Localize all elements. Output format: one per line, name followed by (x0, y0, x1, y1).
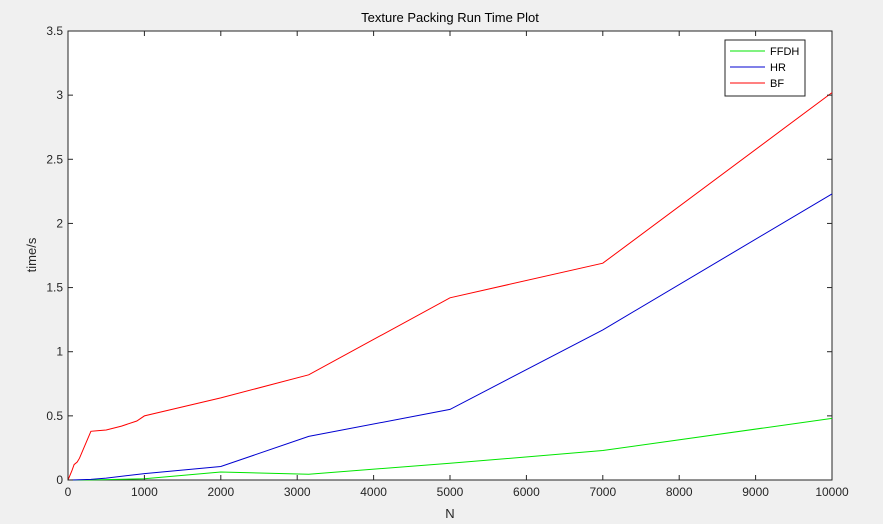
axes: 0 1000 2000 3000 4000 5000 6000 7000 8000 9000 100… (46, 24, 849, 499)
y-tick-label: 0 (56, 473, 63, 487)
series-lines (67, 92, 833, 481)
legend-box (724, 39, 806, 97)
legend-label-hr: HR (770, 62, 786, 74)
x-axis-label: N (445, 506, 454, 521)
plot-area (67, 30, 833, 481)
legend-label-bf: BF (770, 78, 784, 90)
y-tick-label: 1 (56, 345, 63, 359)
x-tick-label: 6000 (513, 485, 540, 499)
x-tick-label: 2000 (207, 485, 234, 499)
legend: FFDH HR BF (724, 39, 806, 97)
y-axis-label: time/s (24, 237, 39, 272)
chart-title: Texture Packing Run Time Plot (361, 10, 539, 25)
x-tick-label: 10000 (815, 485, 849, 499)
x-tick-label: 8000 (666, 485, 693, 499)
x-tick-label: 9000 (742, 485, 769, 499)
x-tick-label: 1000 (131, 485, 158, 499)
y-tick-label: 3.5 (46, 24, 63, 38)
legend-label-ffdh: FFDH (770, 46, 799, 58)
y-tick-label: 1.5 (46, 281, 63, 295)
y-tick-label: 3 (56, 88, 63, 102)
x-tick-label: 7000 (589, 485, 616, 499)
x-tick-label: 3000 (284, 485, 311, 499)
x-tick-label: 4000 (360, 485, 387, 499)
x-tick-label: 0 (65, 485, 72, 499)
x-tick-label: 5000 (437, 485, 464, 499)
series-line-hr (67, 193, 833, 481)
series-line-bf (67, 92, 833, 481)
y-tick-label: 2 (56, 216, 63, 230)
y-tick-label: 2.5 (46, 152, 63, 166)
y-tick-label: 0.5 (46, 409, 63, 423)
